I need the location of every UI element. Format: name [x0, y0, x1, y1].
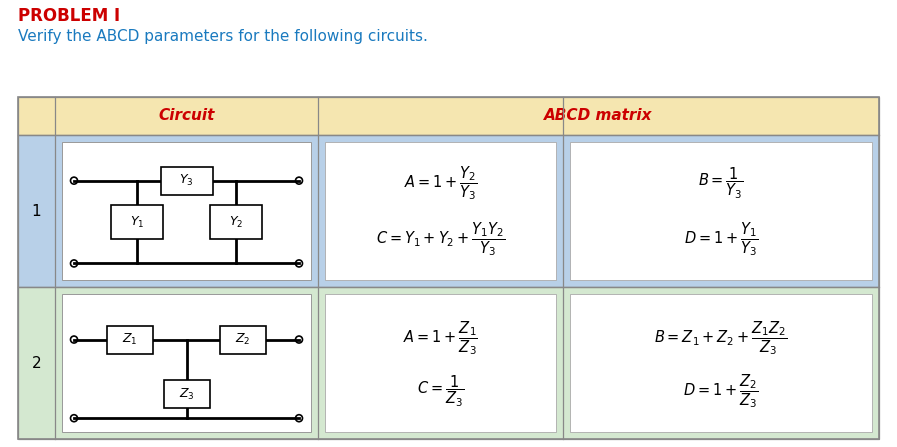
Bar: [111, 205, 163, 239]
Text: $Y_3$: $Y_3$: [179, 173, 194, 188]
Bar: [325, 142, 556, 280]
Text: Circuit: Circuit: [158, 109, 214, 123]
Text: $Z_2$: $Z_2$: [235, 332, 250, 347]
Text: $C = \dfrac{1}{Z_3}$: $C = \dfrac{1}{Z_3}$: [417, 373, 464, 409]
Bar: [62, 294, 311, 432]
Bar: [220, 325, 266, 354]
Bar: [18, 135, 879, 287]
Bar: [108, 325, 153, 354]
Bar: [570, 142, 872, 280]
Bar: [18, 97, 879, 135]
Text: $D = 1 + \dfrac{Y_1}{Y_3}$: $D = 1 + \dfrac{Y_1}{Y_3}$: [684, 220, 758, 258]
Bar: [210, 205, 262, 239]
Text: $B = Z_1 + Z_2 + \dfrac{Z_1 Z_2}{Z_3}$: $B = Z_1 + Z_2 + \dfrac{Z_1 Z_2}{Z_3}$: [654, 319, 788, 357]
Bar: [18, 287, 879, 439]
Text: $A = 1 + \dfrac{Z_1}{Z_3}$: $A = 1 + \dfrac{Z_1}{Z_3}$: [403, 319, 478, 357]
Text: $B = \dfrac{1}{Y_3}$: $B = \dfrac{1}{Y_3}$: [698, 165, 744, 201]
Text: $C = Y_1 + Y_2 + \dfrac{Y_1 Y_2}{Y_3}$: $C = Y_1 + Y_2 + \dfrac{Y_1 Y_2}{Y_3}$: [376, 220, 505, 258]
Text: $Z_1$: $Z_1$: [123, 332, 138, 347]
Text: 2: 2: [31, 355, 41, 371]
Text: 1: 1: [31, 203, 41, 219]
Bar: [62, 142, 311, 280]
Text: $D = 1 + \dfrac{Z_2}{Z_3}$: $D = 1 + \dfrac{Z_2}{Z_3}$: [684, 372, 759, 410]
Text: Verify the ABCD parameters for the following circuits.: Verify the ABCD parameters for the follo…: [18, 29, 428, 44]
Text: $A = 1 + \dfrac{Y_2}{Y_3}$: $A = 1 + \dfrac{Y_2}{Y_3}$: [404, 164, 477, 202]
Text: $Y_2$: $Y_2$: [229, 215, 243, 230]
Text: PROBLEM I: PROBLEM I: [18, 7, 120, 25]
Text: ABCD matrix: ABCD matrix: [544, 109, 653, 123]
Bar: [570, 294, 872, 432]
Bar: [163, 380, 210, 408]
Bar: [325, 294, 556, 432]
Text: $Z_3$: $Z_3$: [179, 387, 195, 402]
Bar: [18, 97, 879, 439]
Text: $Y_1$: $Y_1$: [130, 215, 144, 230]
Bar: [161, 167, 213, 194]
